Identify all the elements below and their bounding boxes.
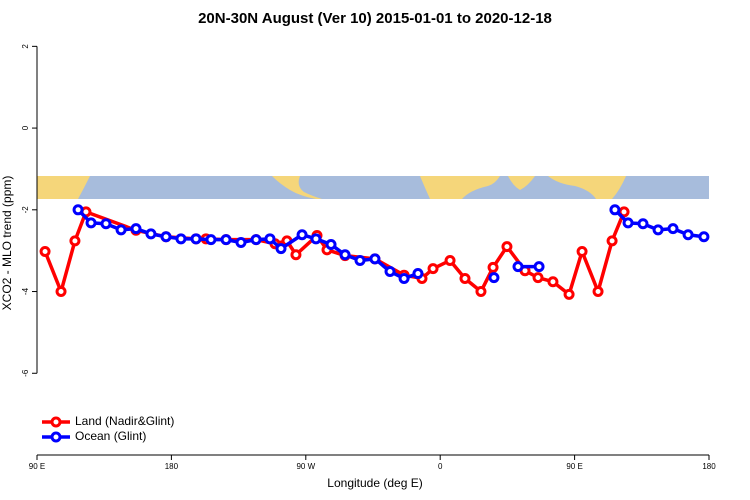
data-point (39, 245, 51, 257)
data-point (459, 272, 471, 284)
y-tick-label: -4 (21, 287, 30, 295)
data-point (85, 217, 97, 229)
data-point (115, 224, 127, 236)
data-point (205, 234, 217, 246)
data-point (501, 241, 513, 253)
data-point (533, 261, 545, 273)
chart-title: 20N-30N August (Ver 10) 2015-01-01 to 20… (198, 10, 552, 27)
data-point (160, 231, 172, 243)
data-point (698, 231, 710, 243)
legend-label: Ocean (Glint) (75, 429, 146, 443)
data-point (72, 204, 84, 216)
data-point (667, 223, 679, 235)
legend-label: Land (Nadir&Glint) (75, 414, 174, 428)
data-point (618, 206, 630, 218)
y-tick-label: -6 (21, 369, 30, 377)
data-point (69, 235, 81, 247)
data-point (592, 286, 604, 298)
x-tick-label: 90 E (566, 462, 582, 471)
world-map-band (37, 176, 709, 199)
data-point (606, 235, 618, 247)
data-point (475, 286, 487, 298)
data-point (175, 233, 187, 245)
x-tick-label: 180 (165, 462, 179, 471)
data-point (100, 218, 112, 230)
legend-marker (50, 431, 62, 443)
data-point (354, 254, 366, 266)
data-point (637, 218, 649, 230)
x-axis-label: Longitude (deg E) (327, 476, 422, 490)
data-point (220, 234, 232, 246)
data-point (296, 229, 308, 241)
x-tick-label: 90 W (296, 462, 315, 471)
data-point (622, 217, 634, 229)
y-tick-label: -2 (21, 206, 30, 214)
data-point (444, 254, 456, 266)
data-point (275, 243, 287, 255)
data-point (55, 286, 67, 298)
data-point (398, 272, 410, 284)
data-point (487, 261, 499, 273)
legend-marker (50, 416, 62, 428)
data-point (563, 288, 575, 300)
data-point (369, 253, 381, 265)
x-tick-label: 0 (438, 462, 443, 471)
data-point (652, 224, 664, 236)
data-point (339, 249, 351, 261)
data-point (250, 234, 262, 246)
data-point (609, 204, 621, 216)
data-point (384, 266, 396, 278)
data-point (576, 245, 588, 257)
data-point (190, 233, 202, 245)
data-point (310, 233, 322, 245)
data-point (264, 233, 276, 245)
y-tick-label: 0 (21, 125, 30, 130)
series-line (76, 208, 419, 281)
data-point (290, 249, 302, 261)
x-tick-label: 90 E (29, 462, 45, 471)
legend: Land (Nadir&Glint)Ocean (Glint) (42, 414, 174, 443)
data-point (145, 228, 157, 240)
data-point (412, 268, 424, 280)
y-axis-label: XCO2 - MLO trend (ppm) (0, 176, 14, 311)
data-point (532, 272, 544, 284)
data-point (512, 261, 524, 273)
data-point (427, 263, 439, 275)
data-point (488, 272, 500, 284)
y-tick-label: 2 (21, 44, 30, 49)
x-tick-label: 180 (702, 462, 716, 471)
data-point (682, 229, 694, 241)
data-point (547, 276, 559, 288)
data-point (235, 237, 247, 248)
data-point (130, 223, 142, 235)
data-point (325, 239, 337, 251)
